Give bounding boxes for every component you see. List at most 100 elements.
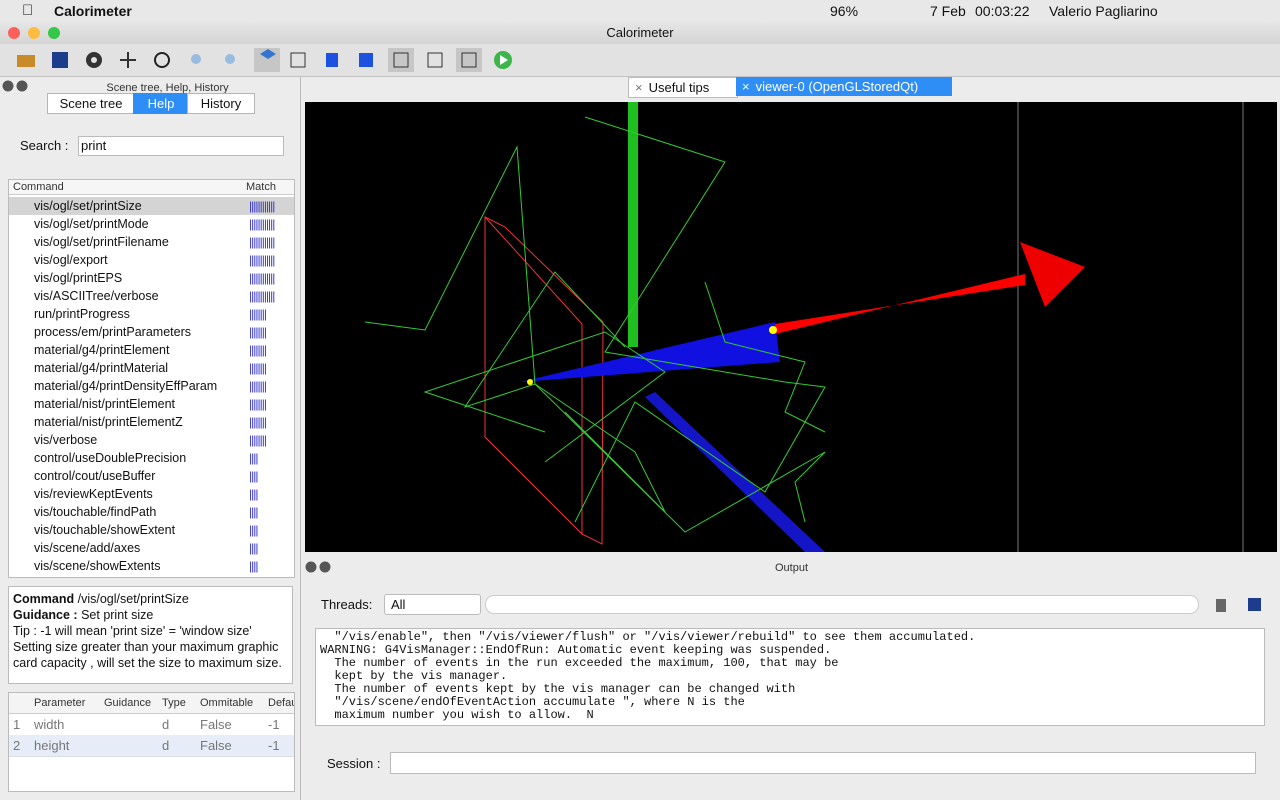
output-buttons[interactable] [1213, 596, 1263, 614]
command-row[interactable]: control/cout/useBuffer |||| [9, 467, 294, 485]
command-name: vis/ogl/set/printFilename [34, 235, 169, 249]
opengl-viewer[interactable] [305, 102, 1277, 552]
command-row[interactable]: material/g4/printDensityEffParam |||||||| [9, 377, 294, 395]
command-row[interactable]: vis/verbose |||||||| [9, 431, 294, 449]
match-bars: |||||||||||| [249, 235, 275, 249]
param-cell: d [162, 738, 170, 753]
param-row[interactable]: 2 height d False -1 [9, 735, 294, 757]
param-cell: 2 [13, 738, 21, 753]
command-name: material/nist/printElement [34, 397, 176, 411]
title-bar: Calorimeter [0, 22, 1280, 44]
command-row[interactable]: vis/touchable/showExtent |||| [9, 521, 294, 539]
threads-label: Threads: [321, 597, 373, 612]
command-row[interactable]: material/nist/printElement |||||||| [9, 395, 294, 413]
command-name: material/g4/printMaterial [34, 361, 169, 375]
parameter-table: Parameter Guidance Type Ommitable Defau 1 widt… [8, 692, 295, 792]
command-row[interactable]: run/printProgress |||||||| [9, 305, 294, 323]
command-name: control/useDoublePrecision [34, 451, 187, 465]
threads-value: All [391, 597, 406, 612]
command-name: material/g4/printDensityEffParam [34, 379, 218, 393]
session-field[interactable] [390, 752, 1256, 774]
tab[interactable]: × Useful tips [628, 77, 738, 98]
command-row[interactable]: vis/ogl/set/printSize |||||||||||| [9, 197, 294, 215]
match-bars: |||| [249, 559, 259, 573]
user[interactable]: Valerio Pagliarino [1049, 3, 1158, 19]
match-bars: |||||||| [249, 325, 267, 339]
column-header[interactable]: Ommitable [200, 697, 254, 709]
dock-buttons[interactable] [2, 80, 34, 92]
battery[interactable]: 96% [830, 3, 859, 19]
command-row[interactable]: control/useDoublePrecision |||| [9, 449, 294, 467]
command-name: vis/verbose [34, 433, 98, 447]
match-bars: |||||||||||| [249, 253, 275, 267]
command-row[interactable]: material/g4/printElement |||||||| [9, 341, 294, 359]
toolbar-icons[interactable] [0, 44, 520, 76]
command-list: Command Match vis/ogl/set/printSize |||||… [8, 179, 295, 578]
param-cell: width [34, 717, 65, 732]
param-row[interactable]: 1 width d False -1 [9, 714, 294, 736]
param-cell: -1 [268, 738, 280, 753]
time[interactable]: 00:03:22 [975, 3, 1030, 19]
app-menu[interactable]: Calorimeter [54, 3, 132, 19]
command-row[interactable]: vis/ogl/set/printFilename |||||||||||| [9, 233, 294, 251]
match-bars: |||||||| [249, 307, 267, 321]
log-line: "/vis/enable", then "/vis/viewer/flush" … [320, 630, 976, 644]
command-row[interactable]: material/nist/printElementZ |||||||| [9, 413, 294, 431]
command-name: vis/ogl/set/printMode [34, 217, 149, 231]
command-row[interactable]: vis/ogl/set/printMode |||||||||||| [9, 215, 294, 233]
session-label: Session : [327, 756, 381, 771]
tab[interactable]: × viewer-0 (OpenGLStoredQt) [736, 77, 952, 96]
command-row[interactable]: material/g4/printMaterial |||||||| [9, 359, 294, 377]
threads-select[interactable]: All [384, 594, 481, 615]
match-bars: |||||||| [249, 397, 267, 411]
command-row[interactable]: vis/scene/showExtents |||| [9, 557, 294, 575]
window-title: Calorimeter [606, 25, 674, 40]
match-bars: |||||||| [249, 361, 267, 375]
match-bars: |||| [249, 487, 259, 501]
command-name: vis/ASCIITree/verbose [34, 289, 159, 303]
command-row[interactable]: vis/touchable/findPath |||| [9, 503, 294, 521]
apple-menu[interactable]:  [22, 2, 33, 19]
filter-field[interactable] [485, 595, 1199, 614]
dock-buttons[interactable] [305, 561, 337, 573]
command-row[interactable]: vis/ASCIITree/verbose |||||||||||| [9, 287, 294, 305]
match-bars: |||||||||||| [249, 199, 275, 213]
column-header[interactable]: Parameter [34, 697, 86, 709]
command-row[interactable]: vis/ogl/export |||||||||||| [9, 251, 294, 269]
column-header[interactable]: Defau [268, 697, 295, 709]
match-bars: |||||||| [249, 433, 267, 447]
command-name: vis/touchable/showExtent [34, 523, 176, 537]
match-bars: |||||||| [249, 415, 267, 429]
menu-bar:  Calorimeter 96% 7 Feb 00:03:22 Valerio… [0, 0, 1280, 23]
tip-text: Tip : -1 will mean 'print size' = 'windo… [13, 624, 282, 670]
command-label: Command [13, 592, 75, 606]
match-bars: |||| [249, 541, 259, 555]
tab-label: Useful tips [648, 80, 710, 95]
command-row[interactable]: process/em/printParameters |||||||| [9, 323, 294, 341]
date: 7 Feb [930, 3, 966, 19]
column-header[interactable]: Command [13, 181, 64, 193]
tab[interactable]: Scene tree [47, 93, 135, 114]
tab[interactable]: History [187, 93, 255, 114]
param-cell: -1 [268, 717, 280, 732]
param-cell: False [200, 717, 232, 732]
tab[interactable]: Help [133, 93, 189, 114]
log-line: The number of events in the run exceeded… [320, 656, 839, 670]
column-header[interactable]: Match [246, 181, 276, 193]
match-bars: |||| [249, 451, 259, 465]
window-controls[interactable] [8, 27, 64, 40]
search-field[interactable]: print [78, 136, 284, 156]
param-cell: height [34, 738, 70, 753]
match-bars: |||||||| [249, 343, 267, 357]
command-row[interactable]: vis/reviewKeptEvents |||| [9, 485, 294, 503]
command-name: process/em/printParameters [34, 325, 192, 339]
column-header[interactable]: Guidance [104, 697, 152, 709]
log-line: "/vis/scene/endOfEventAction accumulate … [320, 695, 745, 709]
command-path: /vis/ogl/set/printSize [77, 592, 189, 606]
column-header[interactable]: Type [162, 697, 186, 709]
log-line: The number of events kept by the vis man… [320, 682, 796, 696]
log-line: kept by the vis manager. [320, 669, 508, 683]
command-row[interactable]: vis/scene/add/axes |||| [9, 539, 294, 557]
command-name: vis/ogl/printEPS [34, 271, 123, 285]
command-row[interactable]: vis/ogl/printEPS |||||||||||| [9, 269, 294, 287]
